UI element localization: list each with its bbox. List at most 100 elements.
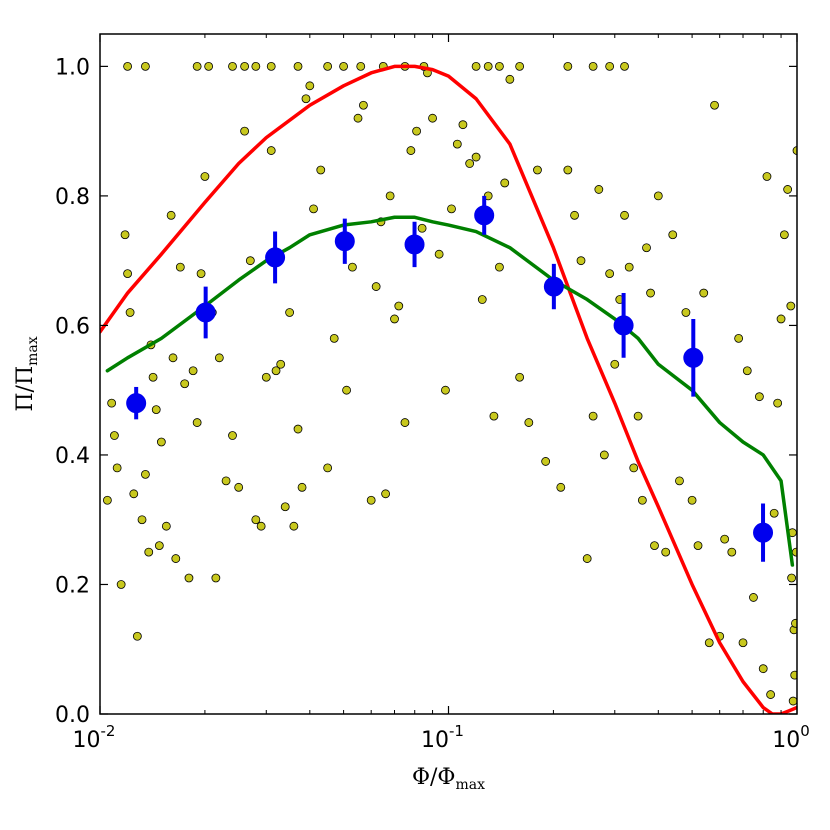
scatter-point <box>323 61 333 71</box>
scatter-point <box>642 243 651 253</box>
scatter-point <box>582 554 592 563</box>
scatter-point <box>137 515 147 525</box>
scatter-point <box>605 269 615 279</box>
x-axis-label-main: Φ/Φ <box>412 765 455 790</box>
scatter-point <box>693 541 703 551</box>
binned-point <box>404 234 425 255</box>
scatter-point <box>175 262 185 272</box>
scatter-point <box>762 172 772 181</box>
scatter-point <box>144 547 154 557</box>
scatter-point <box>204 61 214 71</box>
scatter-point <box>251 61 261 71</box>
scatter-point <box>400 418 410 427</box>
scatter-point <box>251 515 261 525</box>
scatter-point <box>515 372 525 382</box>
scatter-point <box>154 541 164 551</box>
scatter-point <box>563 165 573 175</box>
scatter-point <box>758 664 768 674</box>
scatter-point <box>447 204 456 214</box>
x-tick-label-base: 10 <box>73 728 101 753</box>
scatter-point <box>661 547 671 557</box>
scatter-point <box>515 61 525 71</box>
scatter-point <box>465 159 475 168</box>
scatter-point <box>359 100 368 110</box>
scatter-point <box>471 61 481 71</box>
plot-area <box>100 61 797 714</box>
scatter-point <box>599 450 609 460</box>
binned-point <box>126 393 147 414</box>
scatter-point <box>240 126 250 136</box>
scatter-point <box>261 372 271 382</box>
scatter-point <box>356 61 366 71</box>
scatter-point <box>123 269 132 279</box>
scatter-point <box>353 113 363 123</box>
binned-point <box>683 347 704 368</box>
x-tick-label-exponent: -1 <box>449 722 464 740</box>
scatter-point <box>266 61 276 71</box>
x-tick-label: 100 <box>772 722 810 753</box>
scatter-point <box>570 210 579 220</box>
y-axis-label: Π/Πmax <box>13 336 41 411</box>
scatter-point <box>228 61 237 71</box>
scatter-point <box>495 262 504 272</box>
scatter-point <box>156 437 166 447</box>
scatter-point <box>280 502 290 512</box>
scatter-point <box>123 61 132 71</box>
scatter-point <box>624 262 634 272</box>
scatter-point <box>637 495 647 505</box>
x-tick-label-base: 10 <box>772 728 800 753</box>
scatter-point <box>228 431 237 440</box>
scatter-point <box>588 61 598 71</box>
scatter-point <box>471 152 481 162</box>
scatter-point <box>633 411 643 421</box>
scatter-point <box>107 398 117 408</box>
scatter-point <box>289 521 299 531</box>
scatter-point <box>668 230 678 240</box>
scatter-point <box>489 411 499 421</box>
scatter-point <box>381 489 391 499</box>
scatter-point <box>524 418 534 427</box>
scatter-point <box>704 638 714 648</box>
x-tick-label-exponent: 0 <box>800 722 810 740</box>
scatter-point <box>620 61 629 71</box>
scatter-point <box>301 94 311 104</box>
scatter-point <box>776 314 786 324</box>
scatter-point <box>720 534 730 544</box>
scatter-point <box>184 573 194 583</box>
scatter-point <box>556 482 566 492</box>
scatter-point <box>790 670 797 680</box>
scatter-point <box>148 372 158 382</box>
scatter-point <box>428 113 437 123</box>
scatter-point <box>120 230 130 240</box>
y-tick-label: 0.4 <box>55 444 90 469</box>
scatter-point <box>495 61 504 71</box>
scatter-point <box>297 482 307 492</box>
scatter-point <box>650 541 659 551</box>
scatter-point <box>734 333 744 343</box>
scatter-point <box>168 353 178 363</box>
scatter-point <box>293 424 303 434</box>
scatter-point <box>791 547 797 557</box>
scatter-point <box>791 618 797 628</box>
scatter-point <box>256 521 266 531</box>
scatter-point <box>629 463 639 473</box>
scatter-point <box>786 301 796 311</box>
scatter-point <box>541 457 551 466</box>
binned-point <box>613 315 634 336</box>
scatter-point <box>271 366 281 376</box>
scatter-point <box>390 314 399 324</box>
scatter-point <box>675 476 684 486</box>
x-axis-label-sub: max <box>455 777 485 793</box>
scatter-point <box>196 269 206 279</box>
green-running-mean-curve <box>105 215 795 567</box>
scatter-point <box>769 508 779 518</box>
scatter-point <box>116 580 126 589</box>
scatter-point <box>653 191 663 201</box>
scatter-point <box>141 469 150 479</box>
scatter-point <box>385 191 395 201</box>
binned-point <box>753 522 774 543</box>
scatter-point <box>339 61 348 71</box>
scatter-point <box>112 463 122 473</box>
y-axis-label-sub: max <box>25 336 41 366</box>
scatter-point <box>102 495 112 505</box>
